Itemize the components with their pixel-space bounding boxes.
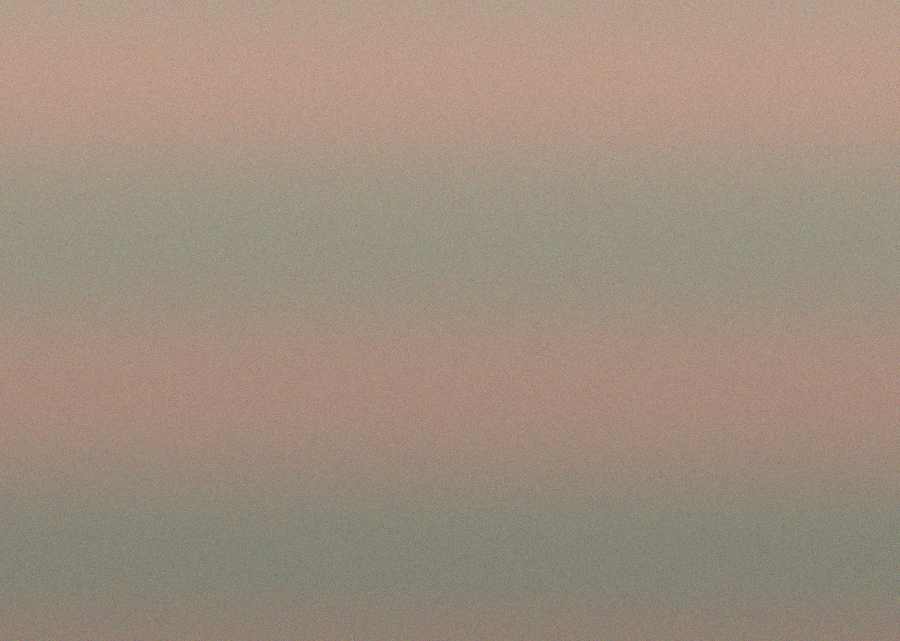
Text: Average Yearly Salary: Average Yearly Salary xyxy=(847,296,857,409)
Text: 235,000 NOK: 235,000 NOK xyxy=(497,287,585,299)
Text: Salary Comparison By Experience: Salary Comparison By Experience xyxy=(40,79,723,113)
Text: +9%: +9% xyxy=(538,197,583,215)
Bar xyxy=(206,410,213,564)
Bar xyxy=(77,449,86,564)
Text: +22%: +22% xyxy=(403,197,461,215)
Text: 5 to 10: 5 to 10 xyxy=(338,592,398,607)
Bar xyxy=(720,237,728,564)
Text: 120,000 NOK: 120,000 NOK xyxy=(112,435,199,447)
Text: 255,000 NOK: 255,000 NOK xyxy=(797,263,885,276)
Bar xyxy=(698,67,801,78)
Text: 10 to 15: 10 to 15 xyxy=(461,592,532,607)
Bar xyxy=(591,263,599,564)
Bar xyxy=(698,62,801,83)
Bar xyxy=(463,287,471,564)
Bar xyxy=(720,237,787,564)
Text: explorer.com: explorer.com xyxy=(432,613,540,631)
Text: 15 to 20: 15 to 20 xyxy=(590,592,661,607)
Text: < 2 Years: < 2 Years xyxy=(70,592,151,607)
Text: +48%: +48% xyxy=(274,219,333,237)
Text: 89,700 NOK: 89,700 NOK xyxy=(0,475,71,488)
Bar xyxy=(334,337,401,564)
Bar xyxy=(731,29,740,115)
Text: Guest Relations Officer: Guest Relations Officer xyxy=(40,110,295,129)
Bar xyxy=(77,449,144,564)
Bar xyxy=(591,263,658,564)
Bar xyxy=(206,410,273,564)
Text: 20+ Years: 20+ Years xyxy=(710,592,796,607)
Bar xyxy=(463,287,530,564)
Text: salary: salary xyxy=(375,613,432,631)
Bar xyxy=(334,337,342,564)
Text: +8%: +8% xyxy=(666,183,712,201)
Text: 216,000 NOK: 216,000 NOK xyxy=(369,314,456,327)
Text: +34%: +34% xyxy=(146,271,204,288)
Bar xyxy=(725,29,744,115)
Text: 2 to 5: 2 to 5 xyxy=(214,592,264,607)
Text: 177,000 NOK: 177,000 NOK xyxy=(240,362,328,376)
